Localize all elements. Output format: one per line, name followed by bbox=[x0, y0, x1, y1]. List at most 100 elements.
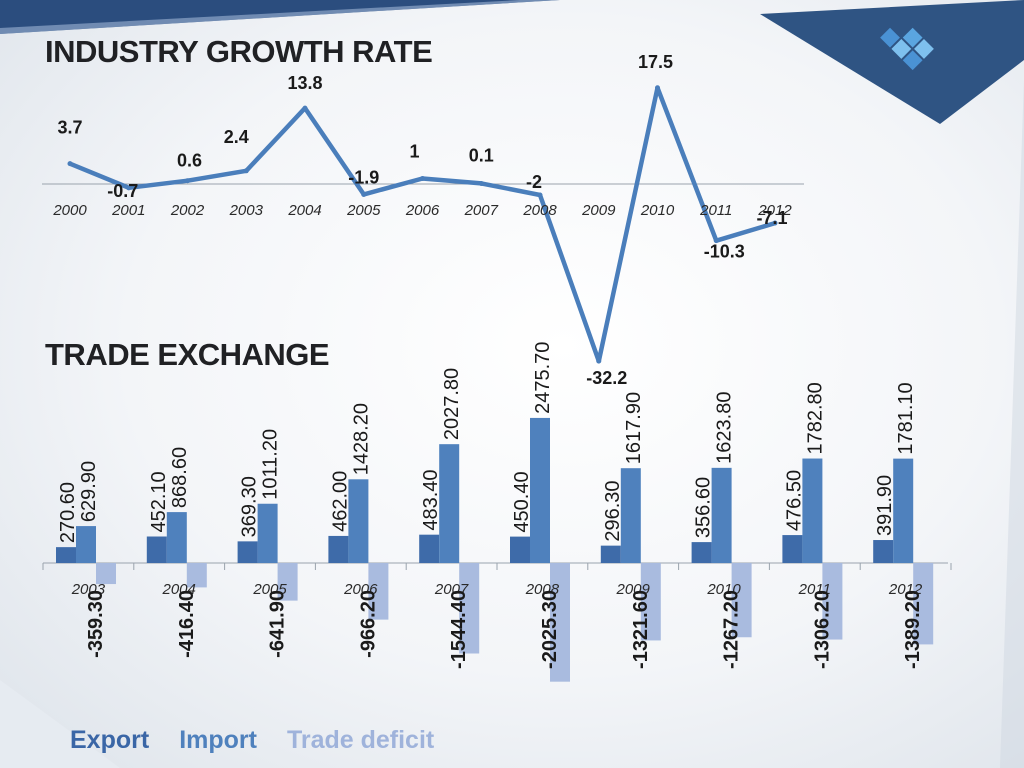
trade-label-export: 462.00 bbox=[329, 471, 351, 532]
growth-point bbox=[537, 192, 543, 198]
trade-label-deficit: -2025.30 bbox=[539, 590, 561, 669]
trade-bar-import bbox=[439, 444, 460, 563]
growth-point bbox=[655, 85, 660, 91]
growth-x-tick: 2011 bbox=[699, 202, 732, 219]
growth-data-label: 3.7 bbox=[57, 118, 82, 138]
trade-label-deficit: -1321.60 bbox=[630, 590, 652, 669]
trade-x-tick: 2012 bbox=[888, 581, 923, 598]
growth-point bbox=[243, 168, 249, 174]
trade-label-export: 476.50 bbox=[783, 470, 805, 531]
trade-label-export: 391.90 bbox=[874, 475, 896, 536]
trade-bar-import bbox=[76, 526, 96, 563]
trade-bar-export bbox=[600, 545, 621, 563]
trade-x-tick: 2008 bbox=[525, 581, 560, 598]
trade-label-export: 296.30 bbox=[602, 480, 624, 541]
trade-bar-deficit bbox=[459, 563, 480, 654]
trade-bar-deficit bbox=[368, 563, 389, 620]
trade-label-deficit: -1306.20 bbox=[811, 590, 833, 669]
trade-bar-import bbox=[893, 458, 914, 563]
growth-x-tick: 2010 bbox=[640, 202, 675, 219]
trade-bar-import bbox=[348, 479, 369, 563]
growth-data-label: -2 bbox=[526, 172, 542, 192]
growth-data-label: -32.2 bbox=[586, 368, 627, 388]
left-bottom-wedge bbox=[0, 680, 120, 768]
trade-label-export: 356.60 bbox=[693, 477, 715, 538]
trade-bar-deficit bbox=[822, 563, 843, 640]
trade-x-tick: 2007 bbox=[434, 581, 469, 598]
growth-point bbox=[478, 180, 484, 186]
growth-point bbox=[126, 185, 132, 191]
growth-data-label: 1 bbox=[409, 142, 419, 162]
trade-label-import: 1428.20 bbox=[350, 403, 372, 475]
trade-x-tick: 2005 bbox=[252, 581, 287, 598]
trade-label-import: 1011.20 bbox=[260, 429, 282, 500]
trade-x-tick: 2003 bbox=[71, 581, 106, 598]
trade-legend: Export Import Trade deficit bbox=[70, 726, 434, 755]
growth-point bbox=[361, 191, 367, 197]
trade-bar-deficit bbox=[277, 563, 298, 601]
trade-label-import: 1617.90 bbox=[623, 392, 645, 464]
trade-label-deficit: -1267.20 bbox=[721, 590, 743, 669]
trade-bar-export bbox=[510, 536, 530, 563]
trade-bar-export bbox=[237, 541, 258, 563]
trade-bar-export bbox=[873, 540, 894, 563]
trade-label-deficit: -1544.40 bbox=[448, 590, 470, 669]
growth-data-label: -10.3 bbox=[704, 242, 745, 262]
growth-data-label: 13.8 bbox=[287, 73, 322, 93]
trade-label-import: 2475.70 bbox=[532, 342, 554, 414]
growth-data-label: -0.7 bbox=[107, 181, 138, 201]
trade-label-deficit: -1389.20 bbox=[902, 590, 924, 669]
growth-data-label: 0.6 bbox=[177, 151, 202, 171]
trade-x-tick: 2009 bbox=[616, 581, 651, 598]
trade-bar-deficit bbox=[731, 563, 752, 638]
trade-label-export: 270.60 bbox=[57, 482, 79, 543]
growth-x-tick: 2004 bbox=[287, 202, 321, 219]
trade-label-export: 483.40 bbox=[420, 470, 442, 531]
growth-point bbox=[420, 176, 425, 181]
trade-bar-import bbox=[166, 512, 187, 563]
growth-point bbox=[772, 220, 778, 226]
trade-label-import: 868.60 bbox=[169, 447, 191, 508]
growth-point bbox=[302, 105, 308, 111]
trade-label-import: 1782.80 bbox=[804, 382, 826, 454]
trade-label-deficit: -641.90 bbox=[267, 590, 289, 658]
trade-label-export: 450.40 bbox=[511, 471, 533, 532]
growth-data-label: 17.5 bbox=[638, 52, 673, 72]
growth-point bbox=[596, 358, 602, 364]
trade-label-import: 629.90 bbox=[78, 461, 100, 522]
trade-bar-deficit bbox=[640, 563, 661, 641]
trade-label-export: 452.10 bbox=[148, 471, 170, 532]
trade-bar-import bbox=[530, 417, 550, 563]
trade-bar-import bbox=[711, 467, 732, 563]
trade-bar-export bbox=[419, 534, 440, 563]
trade-bar-deficit bbox=[550, 563, 570, 682]
trade-bar-export bbox=[328, 535, 349, 563]
trade-label-import: 2027.80 bbox=[441, 368, 463, 440]
growth-data-label: 0.1 bbox=[469, 145, 494, 165]
legend-trade-deficit: Trade deficit bbox=[286, 726, 435, 754]
growth-point bbox=[713, 238, 719, 244]
trade-label-deficit: -359.30 bbox=[85, 590, 107, 658]
growth-point bbox=[185, 178, 190, 184]
trade-bar-export bbox=[691, 542, 712, 563]
trade-x-tick: 2006 bbox=[343, 581, 378, 598]
growth-x-tick: 2012 bbox=[757, 202, 792, 219]
legend-export: Export bbox=[70, 726, 150, 754]
trade-bar-export bbox=[146, 536, 167, 563]
trade-label-import: 1781.10 bbox=[895, 382, 917, 454]
growth-series-line bbox=[67, 85, 778, 364]
trade-chart-title: TRADE EXCHANGE bbox=[45, 337, 330, 372]
growth-data-label: -7.1 bbox=[756, 208, 787, 228]
growth-x-tick: 2007 bbox=[464, 202, 499, 219]
trade-bar-import bbox=[802, 458, 823, 563]
growth-chart-title: INDUSTRY GROWTH RATE bbox=[45, 34, 433, 69]
trade-label-deficit: -966.20 bbox=[357, 590, 379, 658]
trade-bar-deficit bbox=[913, 563, 934, 645]
trade-bar-import bbox=[620, 468, 641, 563]
trade-label-import: 1623.80 bbox=[714, 392, 736, 464]
right-edge-stripe bbox=[1000, 0, 1024, 768]
top-banner-highlight bbox=[0, 0, 560, 34]
trade-label-export: 369.30 bbox=[239, 476, 261, 537]
